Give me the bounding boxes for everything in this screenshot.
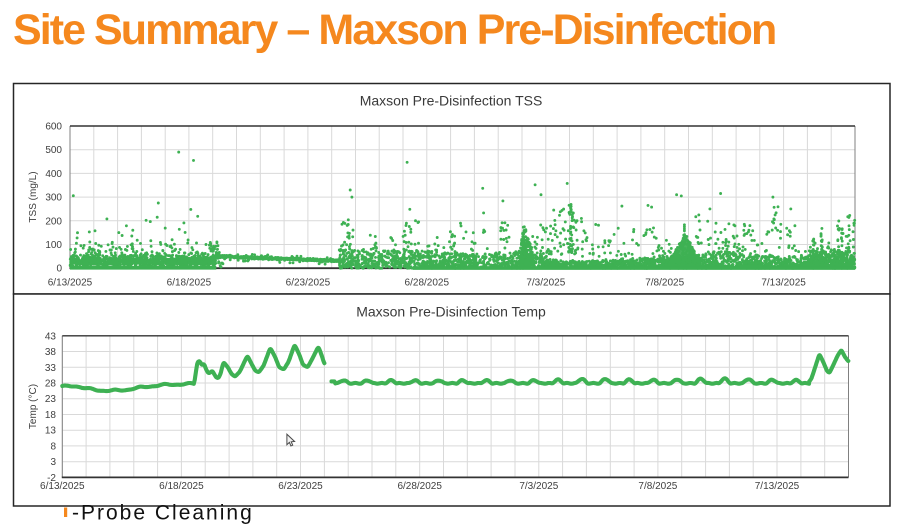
svg-text:Temp (°C): Temp (°C) [28,384,39,429]
svg-text:6/13/2025: 6/13/2025 [48,278,93,289]
svg-text:7/3/2025: 7/3/2025 [526,278,565,289]
svg-text:500: 500 [45,145,62,156]
svg-text:0: 0 [56,264,62,275]
svg-text:Maxson Pre-Disinfection Temp: Maxson Pre-Disinfection Temp [356,304,546,320]
svg-text:7/3/2025: 7/3/2025 [519,481,558,492]
svg-text:7/13/2025: 7/13/2025 [755,481,800,492]
svg-text:6/13/2025: 6/13/2025 [40,481,85,492]
svg-text:38: 38 [45,347,57,358]
svg-text:6/18/2025: 6/18/2025 [167,278,212,289]
svg-text:6/23/2025: 6/23/2025 [286,278,331,289]
svg-text:8: 8 [50,441,56,452]
svg-text:7/13/2025: 7/13/2025 [761,278,806,289]
svg-text:300: 300 [45,193,62,204]
svg-text:6/28/2025: 6/28/2025 [397,481,442,492]
svg-text:28: 28 [45,379,57,390]
svg-text:600: 600 [45,122,62,133]
svg-text:3: 3 [50,457,56,468]
svg-text:13: 13 [45,426,57,437]
svg-text:7/8/2025: 7/8/2025 [645,278,684,289]
svg-text:23: 23 [45,394,57,405]
svg-text:Maxson Pre-Disinfection TSS: Maxson Pre-Disinfection TSS [360,93,543,109]
svg-text:18: 18 [45,410,57,421]
svg-text:43: 43 [45,331,57,342]
svg-text:33: 33 [45,363,57,374]
svg-text:6/28/2025: 6/28/2025 [405,278,450,289]
svg-text:100: 100 [45,240,62,251]
svg-text:6/18/2025: 6/18/2025 [159,481,204,492]
svg-text:6/23/2025: 6/23/2025 [278,481,323,492]
svg-text:Site Summary – Maxson Pre-Disi: Site Summary – Maxson Pre-Disinfection [13,6,775,54]
svg-text:7/8/2025: 7/8/2025 [638,481,677,492]
svg-text:400: 400 [45,169,62,180]
svg-text:-Probe Cleaning: -Probe Cleaning [72,502,254,525]
svg-text:200: 200 [45,216,62,227]
svg-text:TSS (mg/L): TSS (mg/L) [28,171,39,222]
svg-text:-2: -2 [47,473,56,484]
